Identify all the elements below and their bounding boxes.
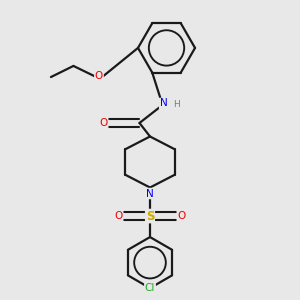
- Text: Cl: Cl: [145, 283, 155, 292]
- Text: S: S: [146, 209, 154, 223]
- Text: N: N: [160, 98, 167, 109]
- Text: O: O: [99, 118, 108, 128]
- Text: O: O: [177, 211, 186, 221]
- Text: N: N: [146, 188, 154, 199]
- Text: H: H: [173, 100, 180, 109]
- Text: O: O: [95, 71, 103, 81]
- Text: O: O: [114, 211, 123, 221]
